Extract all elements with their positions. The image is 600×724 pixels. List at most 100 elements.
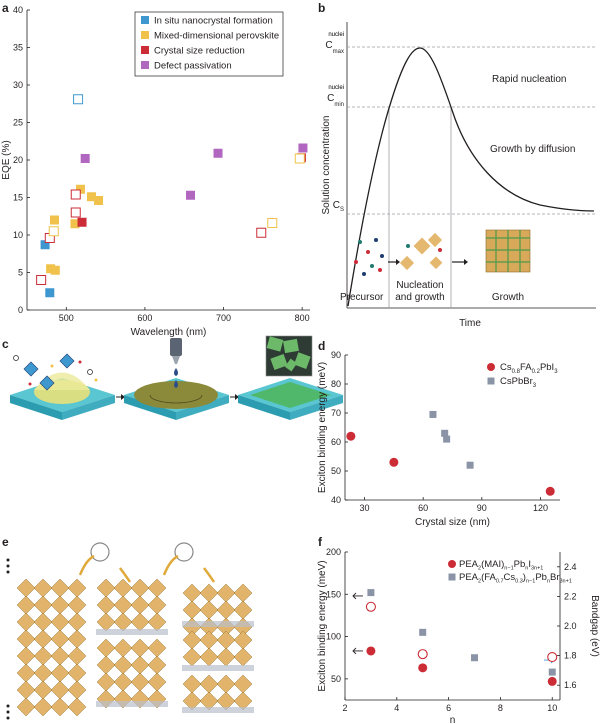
panel-label-e: e — [2, 535, 9, 549]
panel-f-x-tick-label: 2 — [342, 703, 347, 713]
panel-f-y2-tick-label: 1.8 — [564, 651, 577, 661]
panel-e-octahedron — [96, 672, 116, 692]
panel-f-x-tick-label: 6 — [446, 703, 451, 713]
panel-a-open-point — [70, 207, 81, 218]
panel-e-octahedron — [147, 655, 167, 675]
panel-d-point — [346, 431, 356, 441]
panel-a-point — [77, 217, 87, 227]
panel-e-octahedron — [182, 630, 202, 650]
panel-e-octahedron — [67, 578, 87, 598]
panel-b-cmax-sup: nuclei — [328, 32, 344, 38]
panel-e-octahedron — [16, 595, 36, 615]
panel-f-y2-tick-label: 2.0 — [564, 621, 577, 631]
panel-e-octahedron — [216, 630, 236, 650]
panel-label-b: b — [318, 1, 325, 15]
panel-f-y-tick-label: 150 — [326, 589, 341, 599]
panel-c-film-image — [265, 335, 313, 377]
panel-b-grown-crystal — [485, 229, 531, 273]
panel-f-x-tick-label: 8 — [498, 703, 503, 713]
panel-d-point — [429, 410, 437, 418]
panel-a-x-tick-label: 600 — [137, 313, 152, 323]
panel-e-octahedron — [199, 630, 219, 650]
panel-a-point — [80, 154, 90, 163]
panel-b-nucleation-2: and growth — [395, 292, 444, 303]
panel-e-octahedron — [147, 638, 167, 658]
panel-f-y2-tick-label: 1.6 — [564, 680, 577, 690]
panel-a-x-tick-label: 800 — [295, 313, 310, 323]
panel-e-octahedron — [130, 672, 150, 692]
panel-e-octahedron — [96, 638, 116, 658]
panel-a-open-point — [294, 153, 305, 164]
panel-a-open-point — [256, 227, 267, 238]
panel-e-octahedron — [50, 629, 70, 649]
panel-a-point — [45, 288, 55, 298]
panel-b-cmin-label: Cmin — [327, 93, 344, 108]
panel-e-octahedron — [182, 600, 202, 620]
panel-d-legend-label: Cs0.8FA0.2PbI3 — [500, 362, 558, 375]
panel-b-concentration-curve — [347, 47, 595, 307]
panel-e-octahedron — [113, 595, 133, 615]
panel-a-y-tick-label: 10 — [13, 230, 23, 240]
panel-a-legend-box — [134, 11, 284, 77]
panel-b-cmax-label: Cmax — [325, 40, 344, 55]
panel-e-octahedron — [199, 674, 219, 694]
panel-e-octahedron — [233, 647, 253, 667]
panel-f-point — [547, 676, 557, 686]
panel-e-octahedron — [233, 600, 253, 620]
panel-b-precursor-ions — [354, 238, 384, 276]
panel-e-octahedron — [67, 680, 87, 700]
panel-e-octahedron — [16, 663, 36, 683]
panel-e-octahedron — [50, 595, 70, 615]
panel-c-molecules — [13, 353, 98, 391]
panel-c-substrate-2 — [124, 378, 229, 420]
panel-e-octahedron — [67, 612, 87, 632]
panel-f-legend-marker — [448, 573, 456, 581]
panel-a-legend-label: In situ nanocrystal formation — [154, 16, 273, 27]
panel-e-octahedron — [216, 674, 236, 694]
panel-d-y-tick-label: 90 — [331, 350, 341, 360]
panel-label-c: c — [2, 337, 9, 351]
panel-c-arrow-2 — [235, 394, 239, 400]
panel-a-point — [50, 265, 60, 275]
panel-f-legend-marker — [448, 560, 456, 568]
panel-e-octahedron — [67, 595, 87, 615]
panel-e-octahedron — [233, 583, 253, 603]
panel-e-organic-layer — [182, 621, 254, 627]
panel-e-octahedron — [113, 655, 133, 675]
panel-e-octahedron — [130, 638, 150, 658]
panel-f-x-tick-label: 10 — [547, 703, 557, 713]
panel-a-point — [94, 196, 104, 205]
panel-d-legend-marker — [487, 363, 495, 371]
panel-f-legend-label: PEA2(FA0.7Cs0.3)n−1PbnBr3n+1 — [459, 572, 572, 585]
panel-f-bandgap-point — [547, 652, 558, 663]
panel-f-left-axis-arrow — [352, 647, 363, 655]
panel-f-y-tick-label: 50 — [331, 674, 341, 684]
panel-e-organic-layer — [182, 665, 254, 671]
panel-a-open-point — [267, 218, 278, 228]
panel-f-y2-tick-label: 2.4 — [564, 562, 577, 572]
panel-a-legend-swatch — [141, 46, 149, 54]
panel-e-octahedron — [233, 674, 253, 694]
panel-d-chart: 40 50 60 70 80 90 30 60 90 120 Crystal size (nm) Ex… — [317, 350, 560, 528]
panel-b-cmin-sup: nuclei — [328, 85, 344, 91]
panel-e-organic-layer — [96, 701, 168, 707]
panel-e-octahedron — [33, 578, 53, 598]
panel-e-octahedron — [50, 680, 70, 700]
panel-a-legend: In situ nanocrystal formation Mixed-dimen… — [134, 11, 284, 77]
panel-c-substrate-1 — [10, 372, 115, 420]
panel-e-octahedron — [33, 612, 53, 632]
panel-e-octahedron — [147, 595, 167, 615]
panel-f-bandgap-point — [365, 601, 376, 612]
panel-a-x-tick-label: 500 — [59, 313, 74, 323]
panel-e-octahedron — [216, 647, 236, 667]
panel-e-octahedron — [199, 647, 219, 667]
panel-e-octahedron — [182, 583, 202, 603]
panel-f-point — [367, 589, 375, 597]
panel-a-point — [86, 192, 96, 202]
panel-e-octahedron — [113, 612, 133, 632]
panel-e-octahedron — [67, 629, 87, 649]
panel-label-d: d — [318, 339, 325, 353]
panel-c-substrate-3 — [238, 378, 343, 420]
panel-e-octahedron — [50, 612, 70, 632]
panel-label-a: a — [2, 1, 9, 15]
